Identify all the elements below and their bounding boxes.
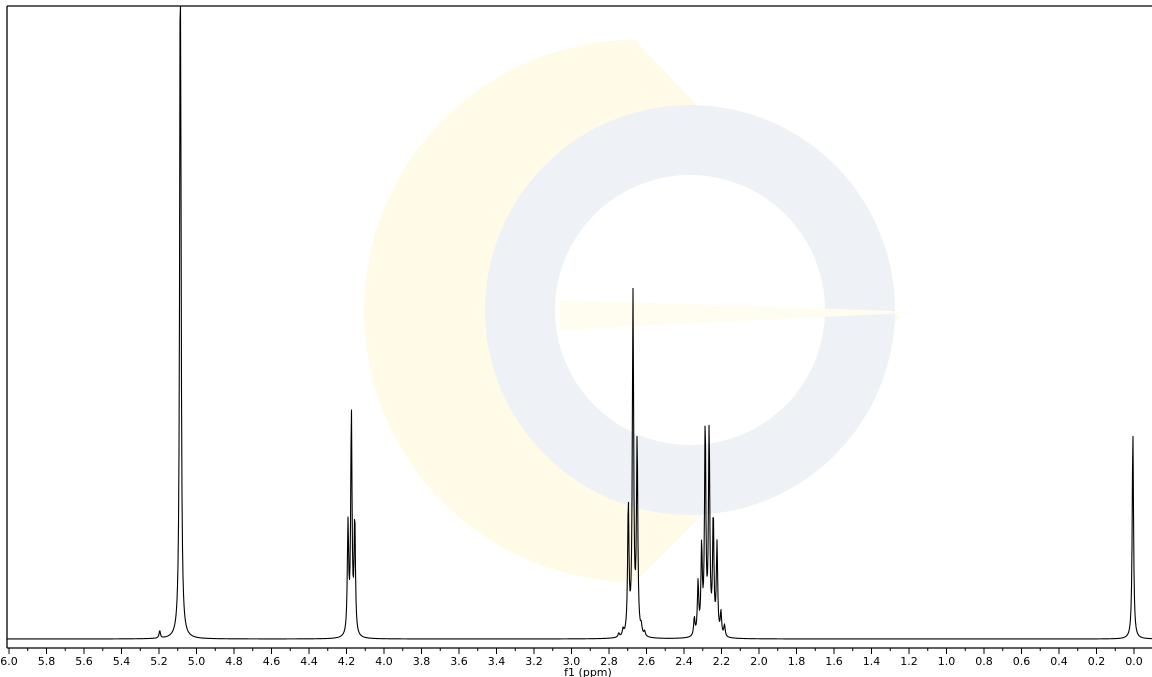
x-tick-label: 3.6 [450,655,468,668]
x-tick-label: 5.0 [188,655,206,668]
x-axis-tick-labels: 6.0 5.8 5.6 5.4 5.2 5.0 4.8 4.6 4.4 4.2 4.0 3.8 3.6 3… [0,655,1143,668]
x-tick-label: 0.6 [1013,655,1031,668]
x-tick-label: 6.0 [0,655,18,668]
x-tick-label: 2.8 [600,655,618,668]
x-tick-label: 4.2 [338,655,356,668]
x-axis-title: f1 (ppm) [564,666,612,677]
x-tick-label: 3.4 [488,655,506,668]
x-tick-label: 1.4 [863,655,881,668]
x-axis-ticks [8,648,1135,654]
x-tick-label: 4.6 [263,655,281,668]
x-tick-label: 2.0 [750,655,768,668]
x-tick-label: 5.2 [150,655,168,668]
x-tick-label: 4.4 [300,655,318,668]
x-tick-label: 1.8 [788,655,806,668]
x-tick-label: 0.2 [1088,655,1106,668]
x-tick-label: 5.4 [113,655,131,668]
x-tick-label: 5.6 [75,655,93,668]
x-tick-label: 3.2 [525,655,543,668]
x-tick-label: 0.0 [1125,655,1143,668]
x-tick-label: 1.6 [825,655,843,668]
x-tick-label: 1.0 [938,655,956,668]
x-tick-label: 0.8 [975,655,993,668]
watermark-logo [364,40,925,582]
x-tick-label: 4.0 [375,655,393,668]
x-tick-label: 1.2 [900,655,918,668]
x-tick-label: 4.8 [225,655,243,668]
x-tick-label: 3.0 [563,655,581,668]
x-tick-label: 3.8 [413,655,431,668]
x-tick-label: 2.2 [713,655,731,668]
x-tick-label: 2.4 [675,655,693,668]
x-tick-label: 2.6 [638,655,656,668]
x-tick-label: 0.4 [1050,655,1068,668]
spectrum-line [6,5,1152,640]
x-tick-label: 5.8 [38,655,56,668]
